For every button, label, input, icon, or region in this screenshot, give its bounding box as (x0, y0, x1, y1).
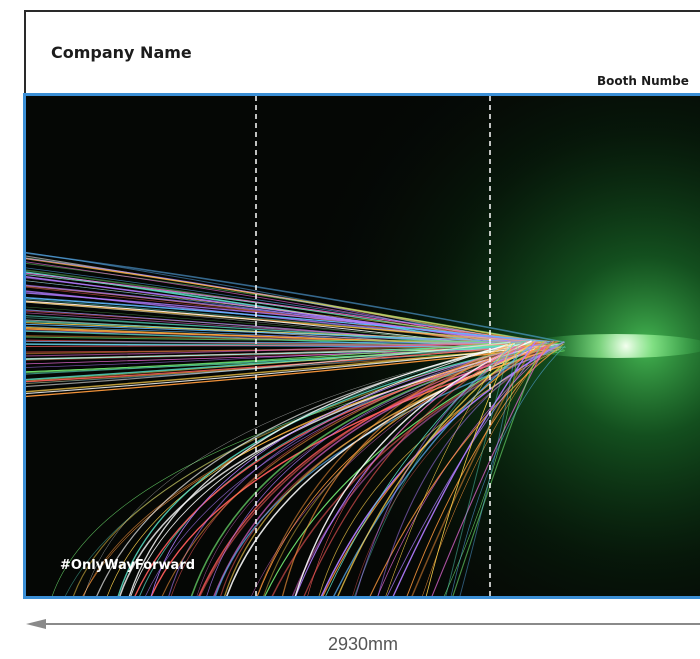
light-streak (406, 340, 555, 596)
light-streak (352, 343, 565, 596)
light-streak (26, 345, 527, 383)
graphic-panel: #OnlyWayForward (23, 93, 700, 599)
light-streak (303, 342, 525, 596)
light-streak (26, 292, 560, 346)
company-name-label: Company Name (51, 43, 192, 62)
light-streak (26, 340, 527, 343)
light-streak (452, 341, 543, 596)
light-streak (271, 340, 558, 596)
light-streak (256, 346, 507, 596)
light-streak (119, 349, 524, 596)
light-streak (26, 252, 565, 343)
light-streak (443, 347, 518, 596)
light-streak (206, 347, 535, 596)
light-streak (145, 343, 544, 596)
booth-number-label: Booth Numbe (597, 74, 689, 88)
light-streak (411, 346, 535, 596)
light-streak (214, 348, 560, 596)
hashtag-label: #OnlyWayForward (60, 558, 196, 573)
light-streak (257, 341, 560, 596)
light-streak (431, 346, 546, 596)
light-streak (26, 309, 521, 349)
light-streak (425, 342, 514, 596)
light-streak (294, 340, 532, 596)
light-streak (26, 323, 522, 342)
light-streak (355, 349, 518, 596)
light-streak (26, 272, 533, 343)
light-streak (128, 343, 516, 596)
light-streak (213, 345, 551, 596)
light-streak (322, 342, 545, 596)
light-streak (130, 344, 508, 596)
light-streak (450, 345, 566, 596)
light-streak (369, 343, 564, 596)
dimension-label: 2930mm (328, 634, 399, 654)
light-streak (26, 296, 538, 342)
light-streak (26, 286, 560, 343)
light-streak (168, 346, 524, 596)
light-streak (26, 340, 521, 357)
light-streak (385, 341, 511, 596)
light-streak (26, 297, 550, 343)
dimension-arrow (26, 619, 700, 629)
light-streak (196, 349, 538, 596)
header-band (24, 10, 700, 93)
light-streak (26, 346, 537, 393)
light-streak (26, 284, 534, 346)
light-streak (26, 300, 546, 346)
light-streak (282, 348, 517, 596)
light-streak (325, 344, 515, 596)
light-streak (26, 341, 511, 388)
light-streak (26, 343, 551, 348)
light-streak (307, 346, 516, 596)
light-streak (224, 346, 560, 596)
light-streak (26, 262, 546, 343)
light-streak (459, 349, 516, 596)
light-streak (117, 344, 538, 596)
light-streak (377, 347, 553, 596)
light-streak (26, 336, 527, 343)
light-streaks-graphic (26, 96, 700, 596)
light-streak (445, 346, 511, 596)
width-dimension: 2930mm (0, 610, 700, 659)
light-streak (26, 257, 527, 343)
light-streak (150, 340, 554, 596)
